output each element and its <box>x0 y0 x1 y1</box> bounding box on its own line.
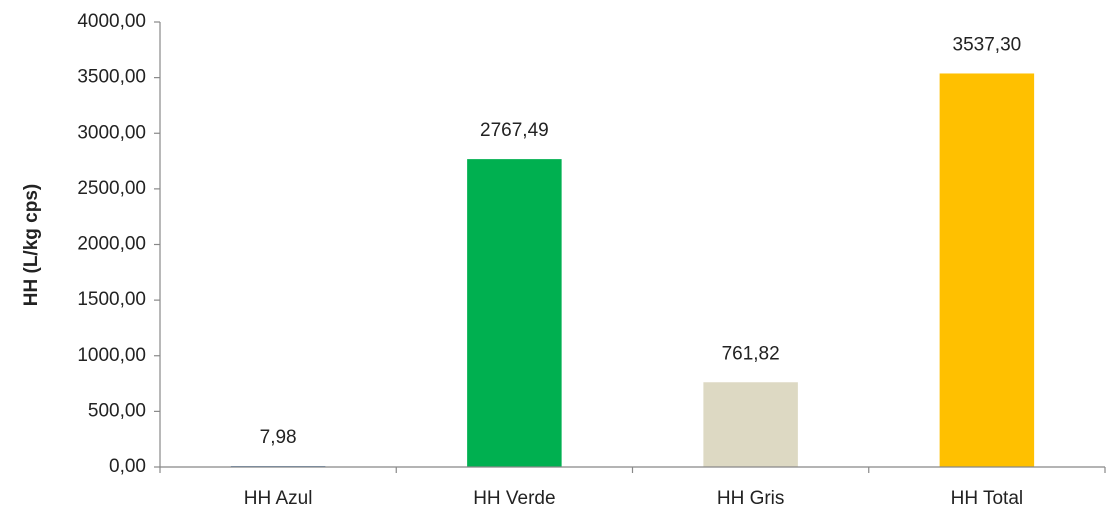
y-axis-label: HH (L/kg cps) <box>21 184 42 306</box>
y-tick-label: 4000,00 <box>77 11 146 32</box>
y-tick-label: 1000,00 <box>77 345 146 366</box>
x-tick-label: HH Azul <box>244 488 313 509</box>
y-tick-label: 2000,00 <box>77 234 146 255</box>
y-tick-label: 3500,00 <box>77 67 146 88</box>
x-tick-label: HH Verde <box>473 488 555 509</box>
y-tick-label: 500,00 <box>88 400 146 421</box>
x-tick-label: HH Total <box>951 488 1024 509</box>
bar <box>939 73 1035 467</box>
x-tick-label: HH Gris <box>717 488 785 509</box>
y-tick-label: 0,00 <box>109 456 146 477</box>
y-tick-label: 3000,00 <box>77 122 146 143</box>
bar <box>703 382 798 467</box>
data-label: 7,98 <box>260 427 297 448</box>
y-tick-label: 1500,00 <box>77 289 146 310</box>
data-label: 3537,30 <box>953 34 1022 55</box>
y-tick-label: 2500,00 <box>77 178 146 199</box>
bar <box>467 159 562 467</box>
data-label: 2767,49 <box>480 120 549 141</box>
data-label: 761,82 <box>722 343 780 364</box>
